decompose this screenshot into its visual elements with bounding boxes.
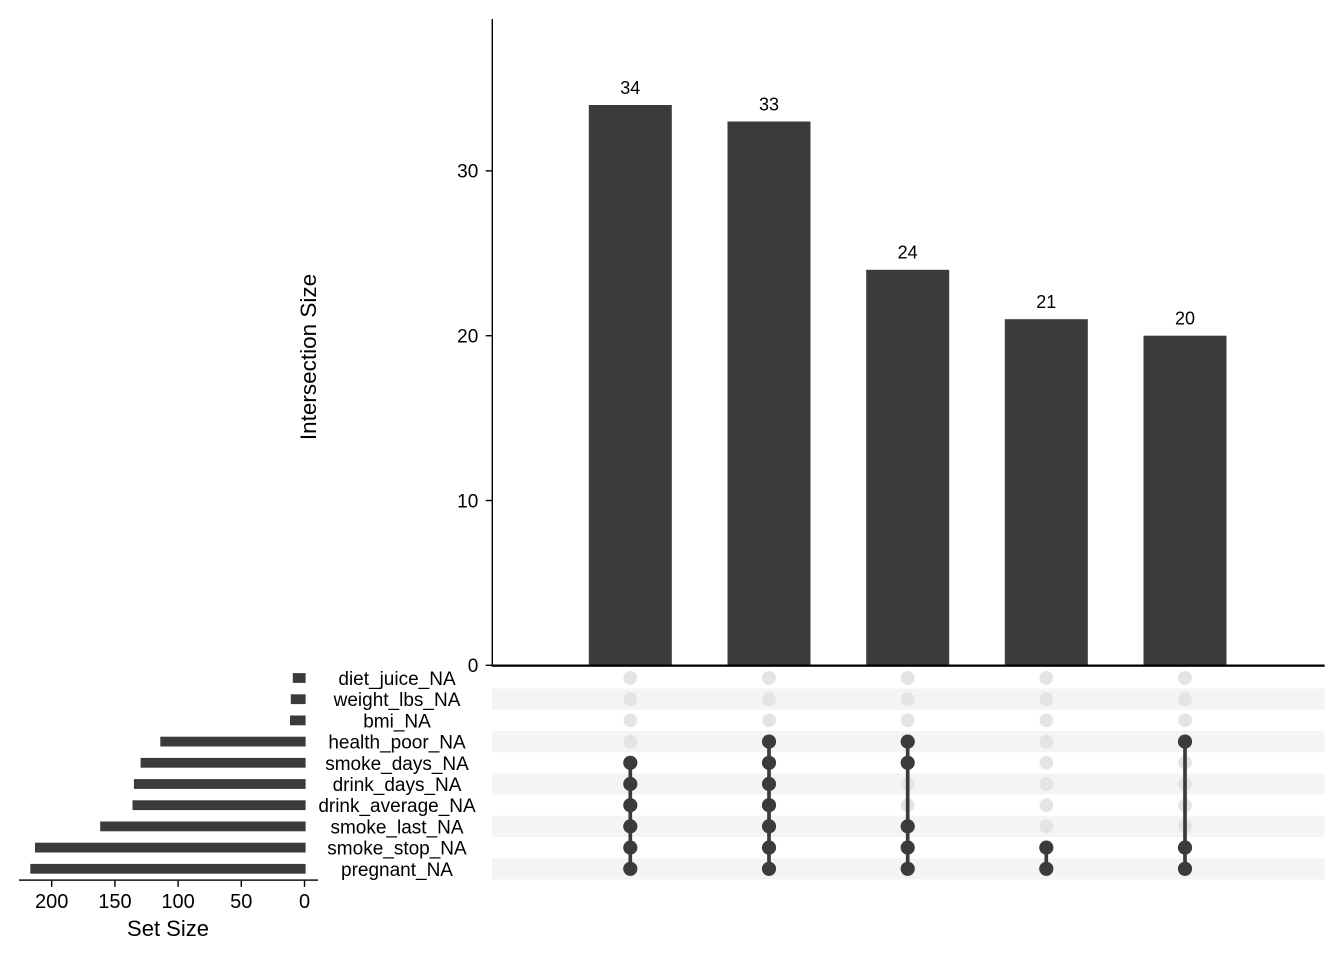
svg-text:drink_average_NA: drink_average_NA — [318, 796, 476, 817]
svg-text:smoke_last_NA: smoke_last_NA — [330, 817, 463, 838]
svg-text:smoke_days_NA: smoke_days_NA — [325, 754, 469, 775]
svg-text:0: 0 — [468, 656, 479, 677]
svg-text:20: 20 — [1175, 309, 1195, 329]
svg-text:20: 20 — [457, 327, 478, 348]
svg-text:10: 10 — [457, 491, 478, 512]
svg-text:150: 150 — [98, 891, 131, 913]
svg-text:0: 0 — [299, 891, 310, 913]
svg-text:30: 30 — [457, 162, 478, 183]
svg-text:weight_lbs_NA: weight_lbs_NA — [333, 690, 461, 711]
svg-text:diet_juice_NA: diet_juice_NA — [338, 669, 456, 690]
svg-text:pregnant_NA: pregnant_NA — [341, 860, 453, 881]
svg-text:drink_days_NA: drink_days_NA — [333, 775, 462, 796]
svg-text:21: 21 — [1036, 292, 1056, 312]
svg-text:Intersection Size: Intersection Size — [296, 274, 321, 440]
svg-text:Set Size: Set Size — [127, 916, 209, 941]
svg-text:50: 50 — [230, 891, 252, 913]
svg-text:33: 33 — [759, 94, 779, 114]
svg-text:34: 34 — [620, 78, 640, 98]
svg-text:smoke_stop_NA: smoke_stop_NA — [327, 839, 467, 860]
svg-text:health_poor_NA: health_poor_NA — [328, 733, 466, 754]
svg-text:24: 24 — [898, 243, 918, 263]
svg-text:200: 200 — [35, 891, 68, 913]
svg-text:bmi_NA: bmi_NA — [363, 711, 431, 732]
svg-text:100: 100 — [161, 891, 194, 913]
